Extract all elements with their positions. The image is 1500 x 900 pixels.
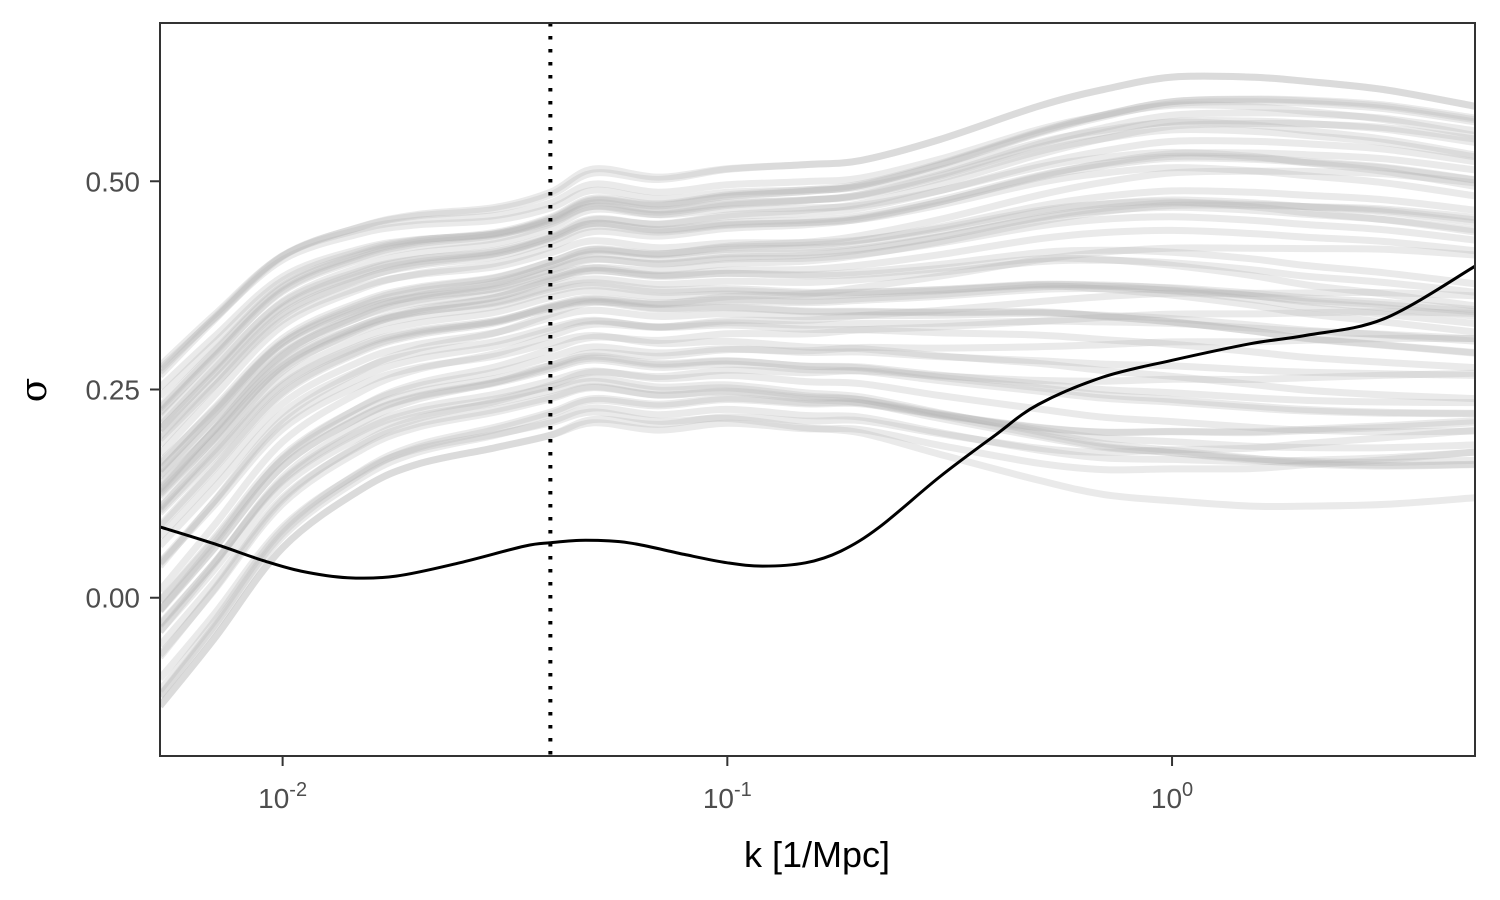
sample-curve [160, 316, 1475, 549]
sample-curve [160, 201, 1475, 511]
sample-curve [160, 244, 1475, 569]
y-tick-label: 0.50 [86, 166, 141, 197]
sample-curve [160, 226, 1475, 500]
sample-curve [160, 343, 1475, 603]
sample-curve [160, 254, 1475, 465]
sample-curve [160, 125, 1475, 399]
sample-curve [160, 377, 1475, 634]
sample-curve [160, 308, 1475, 613]
x-tick-label: 10-1 [703, 779, 752, 814]
sample-curve [160, 298, 1475, 516]
sample-curve [160, 419, 1475, 709]
sample-curve [160, 187, 1475, 473]
series-line-reference [160, 264, 1475, 580]
sample-curve [160, 383, 1475, 648]
y-tick-label: 0.00 [86, 583, 141, 614]
sample-curve [160, 366, 1475, 660]
sample-curve [160, 101, 1475, 369]
sample-curve [160, 167, 1475, 494]
sample-curve [160, 317, 1475, 565]
y-axis: 0.00 0.25 0.50 [86, 166, 160, 614]
plot-panel-background [160, 23, 1475, 756]
sample-curve [160, 96, 1475, 410]
sample-curve [160, 213, 1475, 478]
sample-curve [160, 282, 1475, 528]
sample-curve [160, 279, 1475, 487]
sample-curve [160, 395, 1475, 698]
sample-curve [160, 109, 1475, 429]
sample-curve [160, 384, 1475, 658]
sample-curve [160, 164, 1475, 423]
sample-curve [160, 408, 1475, 681]
x-tick-label: 10-2 [258, 779, 307, 814]
sample-curve [160, 354, 1475, 614]
y-axis-title: σ [14, 378, 55, 403]
sample-curve [160, 280, 1475, 510]
sample-curve [160, 72, 1475, 375]
sample-curve [160, 334, 1475, 634]
sample-curve [160, 119, 1475, 448]
sample-curve [160, 95, 1475, 416]
posterior-sample-curves [160, 72, 1475, 709]
sample-curve [160, 374, 1475, 627]
sample-curve [160, 297, 1475, 514]
sample-curve [160, 118, 1475, 372]
sample-curve [160, 356, 1475, 613]
sample-curve [160, 116, 1475, 415]
sample-curve [160, 246, 1475, 480]
sample-curve [160, 198, 1475, 442]
sample-curve [160, 152, 1475, 433]
sample-curve [160, 154, 1475, 439]
x-axis: 10-2 10-1 100 [258, 756, 1193, 814]
sample-curve [160, 306, 1475, 540]
sample-curve [160, 98, 1475, 412]
y-tick-label: 0.25 [86, 375, 141, 406]
sample-curve [160, 332, 1475, 566]
sample-curve [160, 413, 1475, 709]
sample-curve [160, 256, 1475, 496]
sample-curve [160, 289, 1475, 593]
sample-curve [160, 137, 1475, 433]
sample-curve [160, 280, 1475, 497]
sample-curve [160, 203, 1475, 473]
sample-curve [160, 148, 1475, 390]
sample-curve [160, 394, 1475, 693]
sample-curve [160, 149, 1475, 457]
series-layer [160, 264, 1475, 580]
x-tick-label: 100 [1151, 779, 1193, 814]
x-axis-title: k [1/Mpc] [744, 834, 890, 875]
sample-curve [160, 285, 1475, 530]
sample-curve [160, 196, 1475, 467]
sample-curve [160, 352, 1475, 604]
sample-curve [160, 199, 1475, 491]
sample-curve [160, 72, 1475, 379]
sample-curve [160, 367, 1475, 628]
sample-curve [160, 404, 1475, 699]
